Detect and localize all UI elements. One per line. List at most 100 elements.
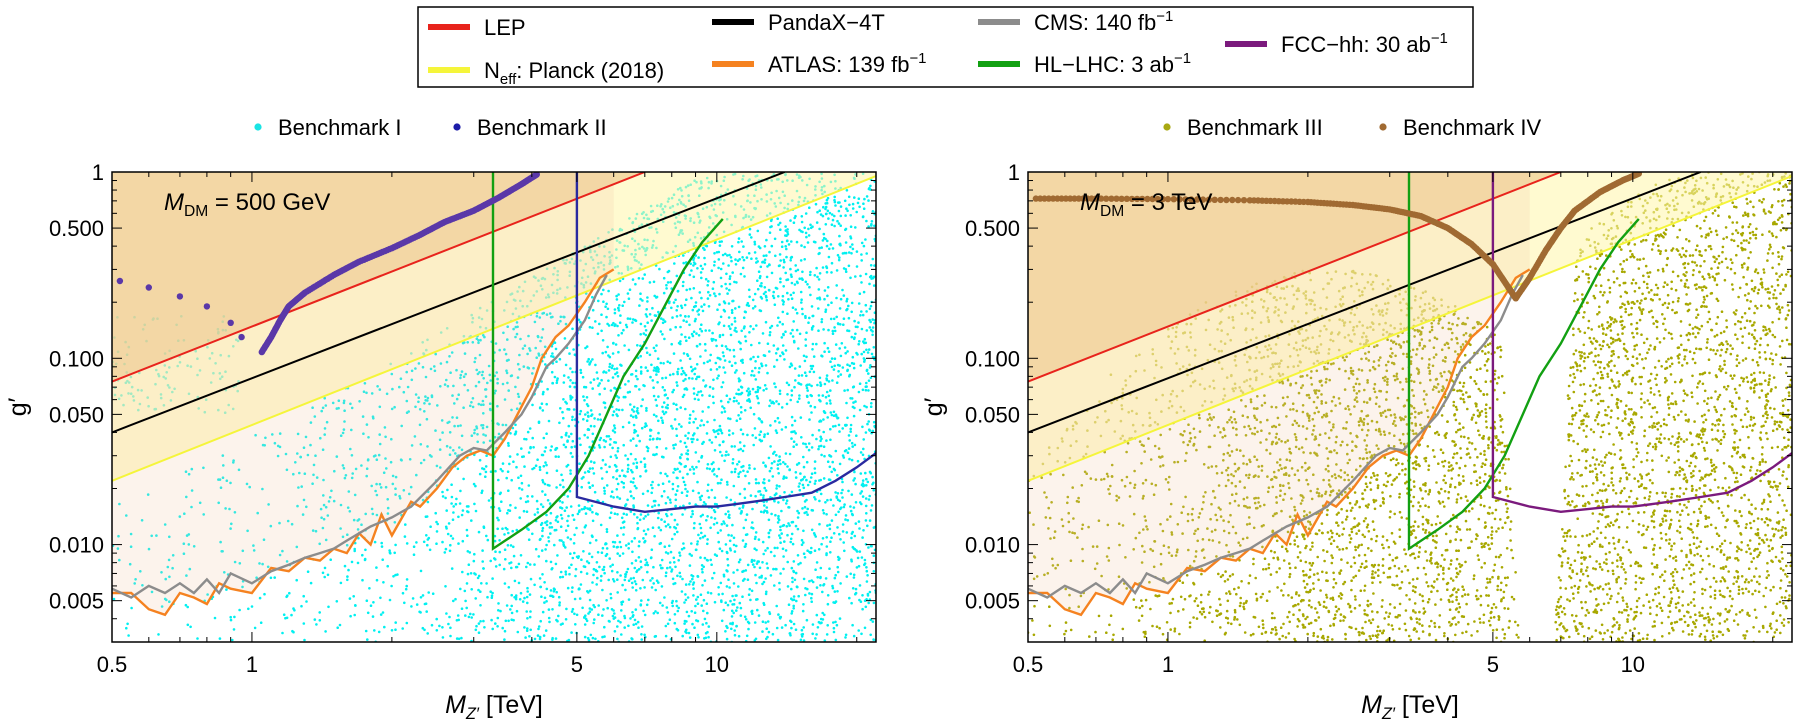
scatter-point [733,598,736,602]
scatter-point [790,566,794,570]
scatter-point [739,359,743,363]
scatter-point [632,623,635,626]
scatter-point [613,630,617,633]
scatter-point [743,487,746,491]
scatter-point [523,626,526,629]
scatter-point [848,596,851,600]
scatter-point [758,386,762,390]
scatter-point [678,551,681,554]
scatter-point [515,565,519,569]
scatter-point [744,542,748,546]
scatter-point [782,332,785,336]
scatter-point [714,294,717,298]
scatter-point [674,493,678,496]
scatter-point [741,570,744,573]
scatter-point [778,534,781,537]
scatter-point [421,594,425,597]
scatter-point [858,550,862,553]
scatter-point [646,449,650,453]
scatter-point [859,314,862,317]
scatter-point [800,277,804,280]
scatter-point [670,424,673,428]
scatter-point [786,585,790,588]
scatter-point [708,329,711,332]
scatter-point [582,418,585,421]
scatter-point [403,535,407,538]
scatter-point [811,342,815,346]
scatter-point [857,520,861,523]
scatter-point [413,435,417,438]
scatter-point [867,372,870,375]
scatter-point [588,589,592,593]
scatter-point [758,246,762,250]
scatter-point [394,493,397,496]
scatter-point [589,409,593,412]
scatter-point [536,634,540,637]
scatter-point [538,316,542,319]
scatter-point [737,560,741,564]
scatter-point [619,314,622,317]
scatter-point [796,554,800,557]
scatter-point [860,556,864,559]
scatter-point [853,196,856,199]
scatter-point [654,349,657,353]
scatter-point [805,235,808,239]
scatter-point [782,476,786,479]
scatter-point [574,623,577,626]
scatter-point [221,550,224,553]
scatter-point [561,501,564,504]
scatter-point [813,467,817,470]
scatter-point [253,626,257,630]
scatter-point [734,326,737,330]
scatter-point [688,583,691,586]
scatter-point [545,513,548,517]
scatter-point [618,554,622,558]
scatter-point [525,510,529,513]
scatter-point [450,483,453,487]
scatter-point [750,589,754,593]
scatter-point [719,358,722,361]
scatter-point [676,370,679,374]
scatter-point [872,481,875,485]
scatter-point [691,377,694,380]
scatter-point [540,336,544,339]
scatter-point [685,445,688,449]
scatter-point [725,585,729,588]
scatter-point [871,257,875,261]
scatter-point [632,423,636,427]
scatter-point [665,514,669,518]
benchmark-point [176,293,184,300]
scatter-point [449,534,453,538]
scatter-point [750,257,753,261]
scatter-point [487,499,491,502]
scatter-point [537,555,541,558]
scatter-point [823,297,826,301]
scatter-point [837,423,841,427]
scatter-point [805,374,808,378]
scatter-point [839,323,842,326]
scatter-point [748,390,752,393]
scatter-point [446,488,449,492]
scatter-point [667,523,670,526]
scatter-point [691,334,695,338]
scatter-point [720,431,724,435]
scatter-point [848,439,851,442]
scatter-point [757,371,761,374]
scatter-point [715,554,719,557]
scatter-point [541,490,544,493]
scatter-point [754,531,758,534]
scatter-point [664,501,668,505]
scatter-point [720,454,724,457]
scatter-point [759,284,762,288]
scatter-point [829,427,832,431]
scatter-point [775,400,778,403]
scatter-point [363,558,367,562]
scatter-point [776,324,779,327]
scatter-point [509,608,512,611]
scatter-point [467,510,470,514]
scatter-point [716,308,719,312]
scatter-point [684,335,687,339]
scatter-point [627,624,630,628]
scatter-point [748,392,752,396]
scatter-point [697,313,700,316]
